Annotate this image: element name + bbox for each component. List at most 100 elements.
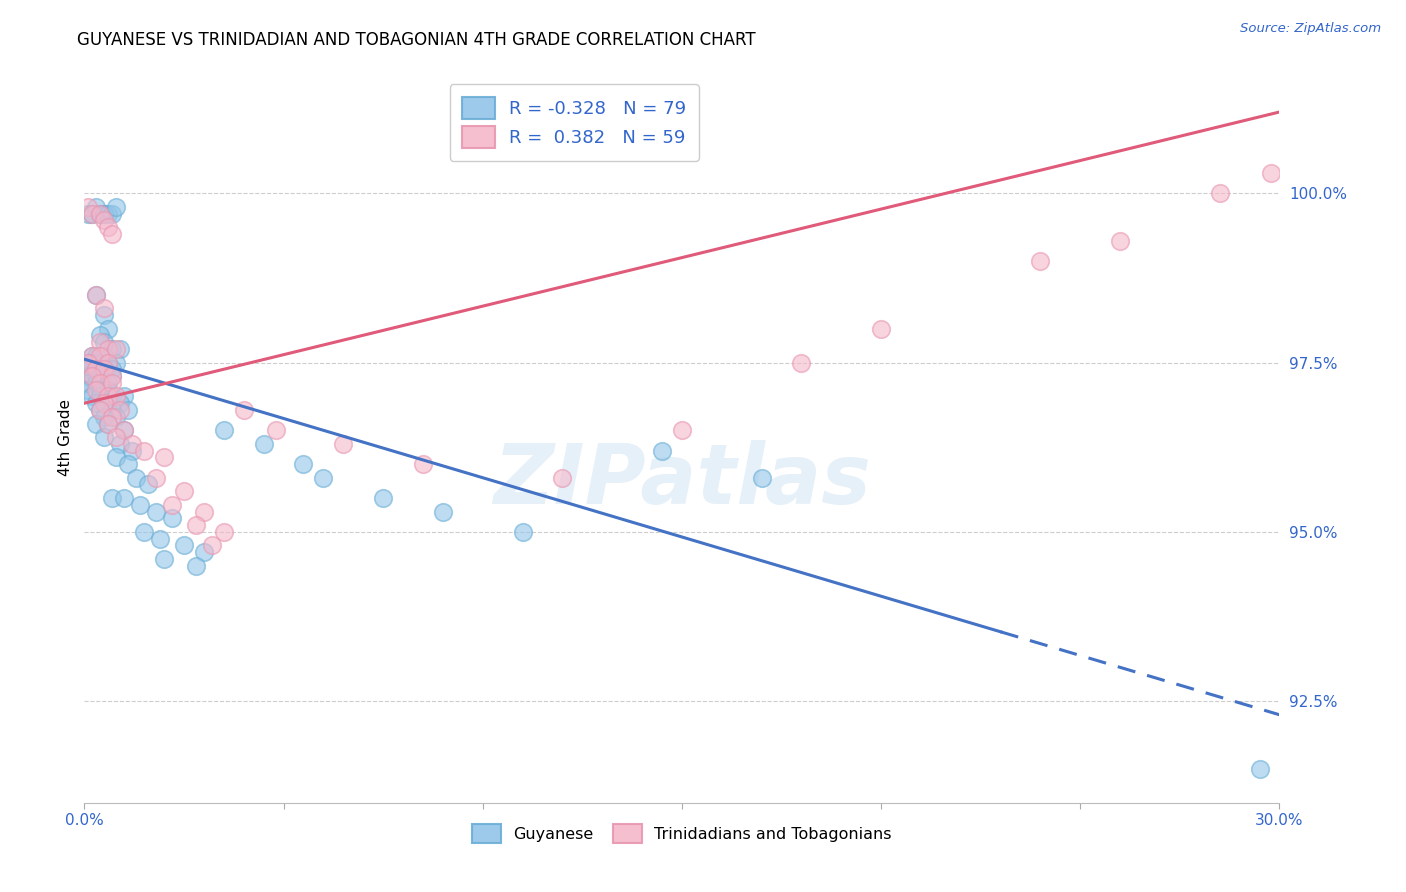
Point — [77, 362, 100, 376]
Point — [160, 498, 183, 512]
Point — [105, 342, 128, 356]
Point — [1109, 234, 1132, 248]
Point — [101, 362, 124, 376]
Point — [292, 457, 315, 471]
Text: ZIPatlas: ZIPatlas — [494, 441, 870, 522]
Point — [93, 213, 115, 227]
Point — [97, 220, 120, 235]
Point — [1029, 254, 1052, 268]
Point — [132, 524, 156, 539]
Point — [93, 206, 115, 220]
Point — [651, 443, 673, 458]
Point — [101, 369, 124, 384]
Point — [97, 342, 120, 356]
Text: GUYANESE VS TRINIDADIAN AND TOBAGONIAN 4TH GRADE CORRELATION CHART: GUYANESE VS TRINIDADIAN AND TOBAGONIAN 4… — [77, 31, 756, 49]
Point — [101, 389, 124, 403]
Point — [89, 349, 111, 363]
Text: Source: ZipAtlas.com: Source: ZipAtlas.com — [1240, 22, 1381, 36]
Point — [232, 403, 254, 417]
Point — [153, 552, 176, 566]
Point — [77, 376, 100, 390]
Point — [105, 430, 128, 444]
Point — [86, 417, 108, 431]
Point — [97, 376, 120, 390]
Point — [110, 396, 132, 410]
Point — [93, 430, 115, 444]
Point — [93, 362, 115, 376]
Point — [105, 200, 128, 214]
Point — [89, 369, 111, 384]
Point — [112, 389, 135, 403]
Point — [110, 342, 132, 356]
Point — [751, 471, 773, 485]
Point — [77, 369, 100, 384]
Point — [790, 355, 813, 369]
Point — [184, 518, 207, 533]
Point — [201, 538, 224, 552]
Point — [77, 383, 100, 397]
Point — [312, 471, 335, 485]
Point — [97, 417, 120, 431]
Point — [86, 288, 108, 302]
Point — [97, 206, 120, 220]
Point — [671, 423, 693, 437]
Point — [89, 206, 111, 220]
Point — [89, 389, 111, 403]
Point — [412, 457, 434, 471]
Point — [86, 376, 108, 390]
Point — [145, 505, 167, 519]
Point — [193, 505, 215, 519]
Point — [82, 349, 104, 363]
Point — [93, 301, 115, 316]
Point — [193, 545, 215, 559]
Point — [105, 355, 128, 369]
Point — [173, 538, 195, 552]
Point — [149, 532, 172, 546]
Point — [101, 409, 124, 424]
Point — [110, 403, 132, 417]
Point — [89, 355, 111, 369]
Point — [173, 484, 195, 499]
Point — [1260, 166, 1282, 180]
Point — [105, 389, 128, 403]
Point — [77, 355, 100, 369]
Point — [117, 457, 139, 471]
Point — [77, 200, 100, 214]
Point — [117, 403, 139, 417]
Point — [97, 396, 120, 410]
Point — [1209, 186, 1232, 201]
Point — [93, 396, 115, 410]
Point — [82, 355, 104, 369]
Point — [512, 524, 534, 539]
Point — [145, 471, 167, 485]
Point — [86, 383, 108, 397]
Point — [93, 409, 115, 424]
Point — [105, 409, 128, 424]
Point — [97, 322, 120, 336]
Legend: Guyanese, Trinidadians and Tobagonians: Guyanese, Trinidadians and Tobagonians — [465, 817, 898, 850]
Point — [105, 450, 128, 465]
Point — [86, 362, 108, 376]
Point — [97, 389, 120, 403]
Point — [93, 362, 115, 376]
Point — [89, 335, 111, 350]
Point — [93, 349, 115, 363]
Point — [551, 471, 574, 485]
Point — [89, 206, 111, 220]
Point — [160, 511, 183, 525]
Point — [82, 206, 104, 220]
Point — [101, 227, 124, 241]
Point — [82, 369, 104, 384]
Point — [253, 437, 276, 451]
Point — [89, 328, 111, 343]
Point — [86, 362, 108, 376]
Point — [1249, 762, 1271, 776]
Point — [110, 437, 132, 451]
Point — [89, 403, 111, 417]
Point — [89, 376, 111, 390]
Point — [373, 491, 395, 505]
Point — [86, 200, 108, 214]
Point — [136, 477, 159, 491]
Point — [870, 322, 893, 336]
Point — [93, 206, 115, 220]
